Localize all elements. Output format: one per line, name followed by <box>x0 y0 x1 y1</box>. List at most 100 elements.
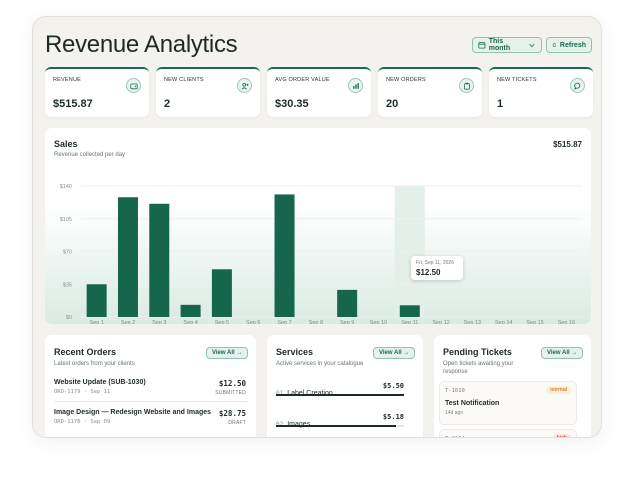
service-number: 02 <box>276 421 283 428</box>
sales-bar[interactable] <box>274 194 295 317</box>
card-title: Pending Tickets <box>443 347 512 357</box>
x-tick-label: Sep 9 <box>340 320 354 324</box>
x-tick-label: Sep 16 <box>558 320 575 324</box>
chat-icon <box>570 78 585 93</box>
period-label: This month <box>488 38 511 52</box>
x-tick-label: Sep 2 <box>121 320 135 324</box>
dashboard-frame: Revenue Analytics This month Refresh REV… <box>32 16 602 438</box>
clipboard-icon <box>459 78 474 93</box>
sales-bar[interactable] <box>117 197 138 317</box>
x-tick-label: Sep 13 <box>464 320 481 324</box>
kpi-label: AVG ORDER VALUE <box>275 77 330 83</box>
refresh-icon <box>552 42 557 47</box>
services-view-all-button[interactable]: View All → <box>373 347 416 359</box>
x-tick-label: Sep 3 <box>152 320 166 324</box>
kpi-value: $515.87 <box>53 98 93 110</box>
order-meta: ORD-1179 · Sep 11 <box>54 389 111 395</box>
wallet-icon <box>126 78 141 93</box>
ticket-name: Test Notification <box>445 400 500 407</box>
card-title: Services <box>276 347 314 357</box>
x-tick-label: Sep 5 <box>215 320 229 324</box>
y-tick-label: $70 <box>63 250 72 256</box>
pending-tickets-card: Pending Tickets Open tickets awaiting yo… <box>434 335 591 437</box>
sales-bar[interactable] <box>86 284 107 317</box>
sales-bar[interactable] <box>337 289 358 317</box>
refresh-label: Refresh <box>559 41 586 49</box>
sales-bar[interactable] <box>211 269 232 317</box>
x-tick-label: Sep 11 <box>401 320 418 324</box>
y-tick-label: $35 <box>63 282 72 288</box>
kpi-label: REVENUE <box>53 77 81 83</box>
card-subtitle: Latest orders from your clients <box>54 361 135 367</box>
bar-chart-icon <box>348 78 363 93</box>
x-tick-label: Sep 14 <box>495 320 512 324</box>
chart-tooltip: Fri, Sep 11, 2026 $12.50 <box>411 256 463 280</box>
ticket-item[interactable]: T-1010 normal Test Notification 14d ago <box>439 381 577 425</box>
kpi-value: 2 <box>164 98 171 110</box>
ticket-id: T-1010 <box>445 388 465 394</box>
y-tick-label: $105 <box>60 217 72 223</box>
orders-view-all-button[interactable]: View All → <box>206 347 249 359</box>
service-share-fill <box>276 425 397 427</box>
x-tick-label: Sep 15 <box>526 320 543 324</box>
service-share-bar <box>276 425 404 427</box>
x-tick-label: Sep 1 <box>89 320 103 324</box>
kpi-value: $30.35 <box>275 98 309 110</box>
service-amount: $5.18 <box>382 413 404 421</box>
sales-bar[interactable] <box>149 203 170 317</box>
priority-badge: normal <box>546 386 571 394</box>
kpi-card-new-tickets: NEW TICKETS 1 <box>489 67 593 117</box>
service-name: Images <box>287 421 310 428</box>
kpi-label: NEW CLIENTS <box>164 77 204 83</box>
sales-subtitle: Revenue collected per day <box>54 152 126 158</box>
kpi-label: NEW TICKETS <box>497 77 537 83</box>
tooltip-date: Fri, Sep 11, 2026 <box>416 260 454 266</box>
kpi-card-revenue: REVENUE $515.87 <box>45 67 149 117</box>
sales-bar[interactable] <box>180 304 201 317</box>
tooltip-value: $12.50 <box>416 268 441 277</box>
user-plus-icon <box>237 78 252 93</box>
kpi-label: NEW ORDERS <box>386 77 426 83</box>
calendar-icon <box>478 42 486 49</box>
service-row[interactable]: 01 Label Creation $5.50 <box>276 382 404 400</box>
kpi-card-new-orders: NEW ORDERS 20 <box>378 67 482 117</box>
ticket-id: T-1004 <box>445 436 465 437</box>
x-tick-label: Sep 4 <box>183 320 197 324</box>
x-tick-label: Sep 6 <box>246 320 260 324</box>
card-subtitle: Active services in your catalogue <box>276 361 364 367</box>
ticket-item[interactable]: T-1004 high <box>439 429 577 437</box>
services-card: Services Active services in your catalog… <box>267 335 423 437</box>
refresh-button[interactable]: Refresh <box>546 37 592 53</box>
service-share-fill <box>276 394 404 396</box>
service-share-bar <box>276 394 404 396</box>
priority-badge: high <box>552 434 571 437</box>
x-tick-label: Sep 10 <box>370 320 387 324</box>
service-name: Label Creation <box>287 390 333 397</box>
divider <box>54 401 247 402</box>
order-amount: $28.75 <box>218 409 246 418</box>
x-tick-label: Sep 12 <box>432 320 449 324</box>
sales-bar[interactable] <box>399 305 420 317</box>
y-tick-label: $0 <box>66 315 72 321</box>
order-name: Website Update (SUB-1030) <box>54 379 146 386</box>
sales-total: $515.87 <box>553 140 582 149</box>
sales-title: Sales <box>54 139 78 149</box>
page-title: Revenue Analytics <box>45 31 238 58</box>
order-status: DRAFT <box>228 420 246 426</box>
period-select-button[interactable]: This month <box>472 37 542 53</box>
recent-orders-card: Recent Orders Latest orders from your cl… <box>45 335 256 437</box>
kpi-card-new-clients: NEW CLIENTS 2 <box>156 67 260 117</box>
order-meta: ORD-1178 · Sep 09 <box>54 419 111 425</box>
ticket-age: 14d ago <box>445 410 464 416</box>
kpi-value: 1 <box>497 98 504 110</box>
x-tick-label: Sep 8 <box>309 320 323 324</box>
service-row[interactable]: 02 Images $5.18 <box>276 413 404 431</box>
kpi-value: 20 <box>386 98 399 110</box>
kpi-card-avg-order-value: AVG ORDER VALUE $30.35 <box>267 67 371 117</box>
service-number: 01 <box>276 390 283 397</box>
card-subtitle: Open tickets awaiting your response <box>443 361 514 375</box>
order-status: SUBMITTED <box>215 390 246 396</box>
tickets-view-all-button[interactable]: View All → <box>541 347 584 359</box>
card-title: Recent Orders <box>54 347 117 357</box>
service-amount: $5.50 <box>382 382 404 390</box>
